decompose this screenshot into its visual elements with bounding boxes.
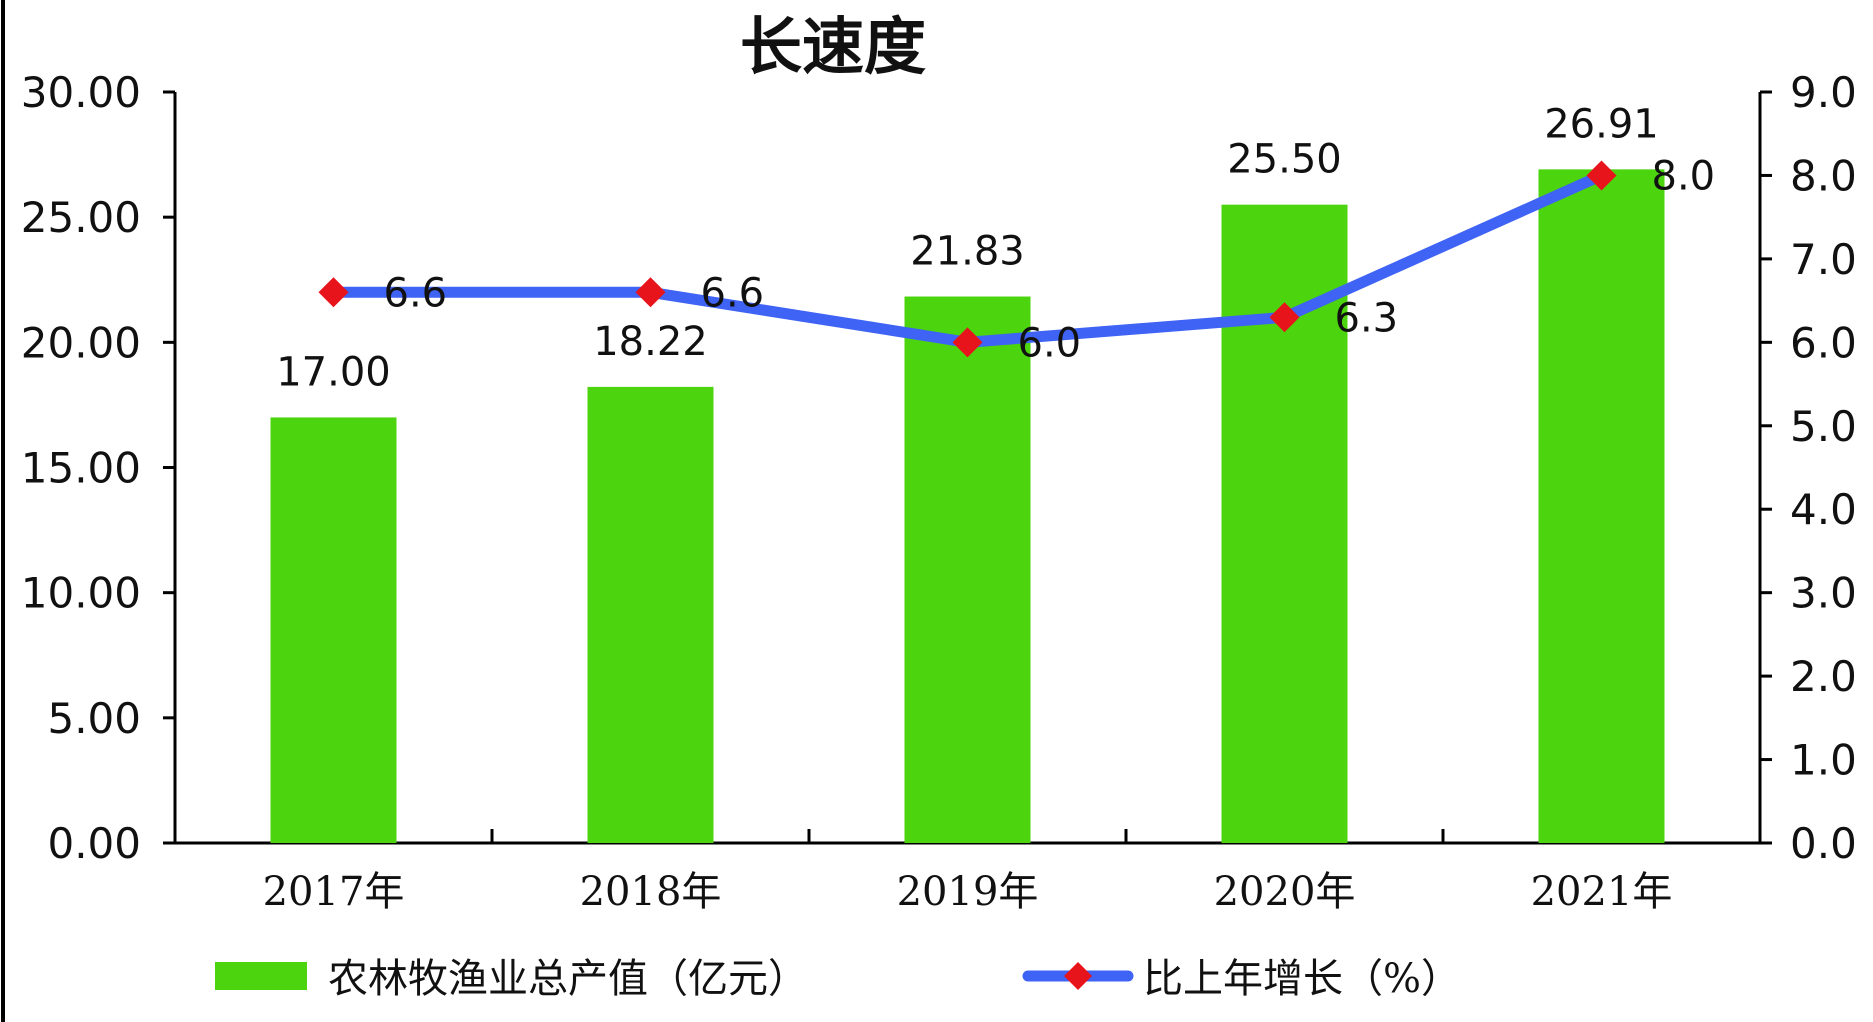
- growth-point: [318, 277, 349, 308]
- x-tick-label: 2021年: [1531, 869, 1673, 915]
- legend: 农林牧渔业总产值（亿元） 比上年增长（%）: [215, 956, 1461, 1002]
- legend-bar-swatch: [215, 962, 307, 990]
- line-value-label: 6.0: [1018, 320, 1082, 366]
- line-value-label: 8.0: [1652, 153, 1716, 199]
- bar-value-label: 21.83: [910, 229, 1025, 275]
- x-tick-label: 2019年: [897, 869, 1039, 915]
- bar: [587, 386, 714, 843]
- right-tick-label: 4.0: [1790, 485, 1857, 534]
- right-tick-label: 1.0: [1790, 736, 1857, 785]
- left-tick-label: 25.00: [21, 193, 141, 242]
- left-tick-label: 30.00: [21, 68, 141, 117]
- right-tick-label: 7.0: [1790, 235, 1857, 284]
- legend-bar-label: 农林牧渔业总产值（亿元）: [328, 956, 808, 1002]
- right-tick-label: 2.0: [1790, 652, 1857, 701]
- bar: [270, 417, 397, 843]
- right-tick-label: 8.0: [1790, 151, 1857, 200]
- right-tick-label: 5.0: [1790, 402, 1857, 451]
- bar: [1538, 169, 1665, 843]
- right-tick-label: 3.0: [1790, 569, 1857, 618]
- right-tick-label: 9.0: [1790, 68, 1857, 117]
- growth-point: [952, 327, 983, 358]
- x-tick-label: 2020年: [1214, 869, 1356, 915]
- legend-line-label: 比上年增长（%）: [1143, 956, 1461, 1002]
- right-tick-label: 6.0: [1790, 318, 1857, 367]
- left-tick-label: 0.00: [47, 819, 141, 868]
- legend-line-marker: [1064, 962, 1092, 990]
- left-tick-label: 20.00: [21, 318, 141, 367]
- axes: 0.00 5.00 10.00 15.00 20.00 25.00 30.00 0.0 1.0 2…: [21, 68, 1857, 915]
- bar-value-label: 17.00: [276, 349, 391, 395]
- x-tick-label: 2017年: [263, 869, 405, 915]
- line-series: [318, 160, 1617, 358]
- x-tick-label: 2018年: [580, 869, 722, 915]
- data-labels: 17.00 18.22 21.83 25.50 26.91 6.6 6.6 6.0 6.3 8.0: [276, 101, 1715, 395]
- left-tick-label: 10.00: [21, 569, 141, 618]
- growth-point: [1269, 302, 1300, 333]
- bar-value-label: 18.22: [593, 319, 708, 365]
- bar-value-label: 26.91: [1544, 101, 1659, 147]
- left-tick-label: 15.00: [21, 444, 141, 493]
- bar-value-label: 25.50: [1227, 137, 1342, 183]
- growth-point: [1586, 160, 1617, 191]
- bar: [904, 296, 1031, 843]
- growth-point: [635, 277, 666, 308]
- line-value-label: 6.6: [701, 270, 765, 316]
- line-value-label: 6.3: [1335, 295, 1399, 341]
- chart-title: 长速度: [740, 10, 926, 83]
- line-value-label: 6.6: [384, 270, 448, 316]
- right-tick-label: 0.0: [1790, 819, 1857, 868]
- left-tick-label: 5.00: [47, 694, 141, 743]
